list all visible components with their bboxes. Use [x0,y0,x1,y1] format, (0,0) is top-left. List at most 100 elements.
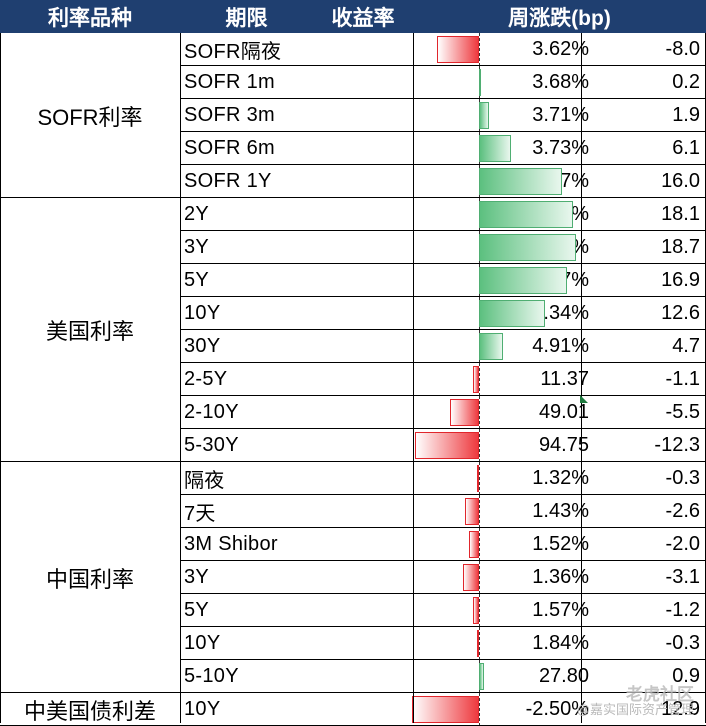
term-cell: 5Y [184,599,210,621]
change-bar-cell [413,528,580,561]
zero-axis [479,495,480,528]
row-divider [180,659,706,660]
watermark: 老虎社区 @嘉实国际资产管理 [576,685,694,717]
yield-cell: 4.91% [532,335,589,357]
yield-cell: 1.36% [532,566,589,588]
change-value-cell: 18.7 [661,236,700,258]
column-divider [0,33,1,723]
yield-cell: 1.52% [532,533,589,555]
yield-cell: 3.68% [532,71,589,93]
header-term: 期限 [225,6,268,30]
change-value-cell: -1.1 [665,368,700,390]
row-divider [180,230,706,231]
term-cell: SOFR 1Y [184,170,272,192]
header-rate-type: 利率品种 [48,6,132,30]
change-bar-cell [411,693,580,726]
zero-axis [479,693,480,726]
group-label: SOFR利率 [37,104,143,130]
term-cell: 5-30Y [184,434,239,456]
table-row: 5-10Y 27.80 0.9 [180,660,706,693]
group-divider [0,692,706,693]
term-cell: 10Y [184,632,221,654]
cell-marker [580,395,588,403]
header-yield: 收益率 [331,6,395,30]
term-cell: 7天 [184,503,216,525]
change-bar-cell [413,165,580,198]
zero-axis [479,528,480,561]
change-bar-cell [413,99,580,132]
change-bar-cell [413,132,580,165]
watermark-brand: 老虎社区 [626,685,694,704]
change-bar-cell [413,429,580,462]
change-value-cell: -0.3 [665,632,700,654]
term-cell: 隔夜 [184,470,225,492]
table-row: SOFR 1m 3.68% 0.2 [180,66,706,99]
yield-cell: 1.57% [532,599,589,621]
table-row: 5Y3.97%16.9 [180,264,706,297]
change-value-cell: 16.9 [661,269,700,291]
group-label: 美国利率 [45,319,134,344]
change-bar [479,201,574,228]
table-row: 2-5Y 11.37 -1.1 [180,363,706,396]
table-row: SOFR 3m 3.71% 1.9 [180,99,706,132]
column-divider [413,33,414,723]
yield-cell: 3.73% [532,137,589,159]
change-value-cell: 0.2 [672,71,700,93]
yield-cell: 1.32% [532,467,589,489]
table-row: 30Y 4.91% 4.7 [180,330,706,363]
change-bar-cell [413,660,580,693]
change-bar [477,465,479,492]
term-cell: 3M Shibor [184,533,278,555]
row-divider [180,296,706,297]
yield-cell: 4.34% [532,302,589,324]
zero-axis [479,429,480,462]
group-label: 中国利率 [45,566,134,592]
header-weekly-change: 周涨跌(bp) [508,6,611,30]
change-bar-cell [413,264,580,297]
term-cell: 10Y [184,698,221,720]
change-bar [465,498,479,525]
watermark-author: @嘉实国际资产管理 [576,702,694,717]
row-divider [180,98,706,99]
row-divider [180,527,706,528]
change-bar-cell [413,396,580,429]
change-bar [479,69,481,96]
row-divider [180,329,706,330]
change-value-cell: 12.9 [661,698,700,720]
table-row: SOFR 6m 3.73% 6.1 [180,132,706,165]
group-label: 中美国债利差 [23,698,156,724]
term-cell: 10Y [184,302,221,324]
change-bar [479,135,511,162]
change-value-cell: 16.0 [661,170,700,192]
term-cell: 3Y [184,566,210,588]
change-bar [479,663,484,690]
change-bar [415,432,479,459]
change-bar [411,696,479,723]
zero-axis [479,396,480,429]
change-bar-cell [413,594,580,627]
table-row: 3M Shibor 1.52% -2.0 [180,528,706,561]
change-bar [479,333,504,360]
row-divider [180,428,706,429]
column-divider [581,33,582,723]
row-divider [180,164,706,165]
change-value-cell: 0.9 [672,665,700,687]
change-bar-cell [413,495,580,528]
row-divider [180,362,706,363]
term-cell: 3Y [184,236,210,258]
zero-axis [479,627,480,660]
row-divider [180,560,706,561]
row-divider [180,494,706,495]
row-divider [180,65,706,66]
term-cell: SOFR隔夜 [184,41,282,63]
zero-axis [479,462,480,495]
change-bar-cell [413,198,580,231]
change-value-cell: -3.1 [665,566,700,588]
change-bar-cell [413,627,580,660]
change-bar [462,564,479,591]
change-bar-cell [413,363,580,396]
table-row: 5Y 1.57% -1.2 [180,594,706,627]
change-value-cell: 12.6 [661,302,700,324]
zero-axis [479,561,480,594]
change-bar-cell [413,231,580,264]
